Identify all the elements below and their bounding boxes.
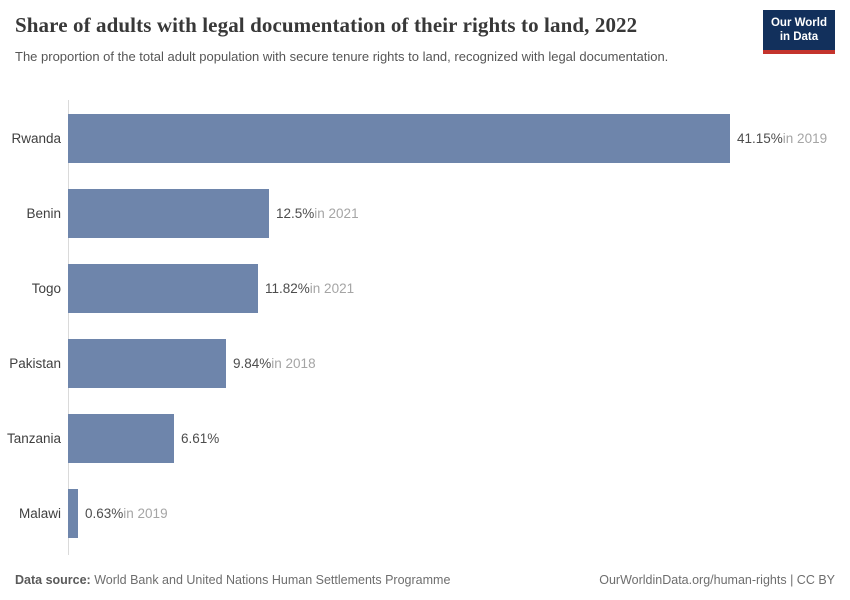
year-text: in 2018 (271, 356, 316, 371)
value-label: 41.15%in 2019 (737, 131, 827, 146)
category-label: Malawi (18, 506, 61, 521)
category-label: Pakistan (9, 356, 61, 371)
chart-row: Malawi 0.63%in 2019 (0, 476, 850, 551)
bar-chart: Rwanda 41.15%in 2019 Benin 12.5%in 2021 Togo… (0, 100, 850, 555)
value-label: 12.5%in 2021 (276, 206, 359, 221)
chart-row: Togo 11.82%in 2021 (0, 251, 850, 326)
owid-logo[interactable]: Our World in Data (762, 10, 835, 54)
year-text: in 2019 (782, 131, 828, 146)
bar[interactable] (68, 489, 78, 538)
bar[interactable] (68, 339, 226, 388)
chart-row: Tanzania 6.61% (0, 401, 850, 476)
owid-logo-line1: Our World (770, 17, 827, 29)
chart-title: Share of adults with legal documentation… (15, 13, 638, 37)
chart-row: Benin 12.5%in 2021 (0, 176, 850, 251)
value-text: 41.15% (737, 131, 783, 146)
chart-subtitle: The proportion of the total adult popula… (15, 49, 669, 64)
bar[interactable] (68, 189, 269, 238)
category-label: Rwanda (11, 131, 61, 146)
value-text: 12.5% (276, 206, 315, 221)
category-label: Benin (26, 206, 61, 221)
data-source-value: World Bank and United Nations Human Sett… (90, 573, 451, 587)
bar[interactable] (68, 264, 258, 313)
year-text: in 2019 (123, 506, 168, 521)
value-text: 0.63% (85, 506, 124, 521)
value-text: 6.61% (181, 431, 220, 446)
value-text: 9.84% (233, 356, 272, 371)
owid-logo-line2: in Data (779, 31, 819, 44)
chart-footer: Data source: World Bank and United Natio… (15, 573, 835, 587)
footer-attribution: OurWorldinData.org/human-rights | CC BY (599, 573, 835, 587)
y-axis-line (68, 100, 69, 555)
owid-link[interactable]: OurWorldinData.org/human-rights (599, 573, 787, 587)
category-label: Togo (31, 281, 61, 296)
value-label: 6.61% (181, 431, 219, 446)
value-label: 9.84%in 2018 (233, 356, 316, 371)
bar[interactable] (68, 114, 730, 163)
category-label: Tanzania (6, 431, 61, 446)
year-text: in 2021 (314, 206, 359, 221)
bar[interactable] (68, 414, 174, 463)
value-label: 0.63%in 2019 (85, 506, 168, 521)
chart-row: Rwanda 41.15%in 2019 (0, 101, 850, 176)
year-text: in 2021 (309, 281, 355, 296)
data-source: Data source: World Bank and United Natio… (15, 573, 450, 587)
chart-row: Pakistan 9.84%in 2018 (0, 326, 850, 401)
value-label: 11.82%in 2021 (265, 281, 354, 296)
value-text: 11.82% (265, 281, 310, 296)
license-label: CC BY (796, 573, 835, 587)
data-source-label: Data source: (15, 573, 91, 587)
chart-rows: Rwanda 41.15%in 2019 Benin 12.5%in 2021 Togo… (0, 101, 850, 551)
chart-header: Share of adults with legal documentation… (15, 10, 835, 67)
footer-separator: | (786, 573, 797, 587)
